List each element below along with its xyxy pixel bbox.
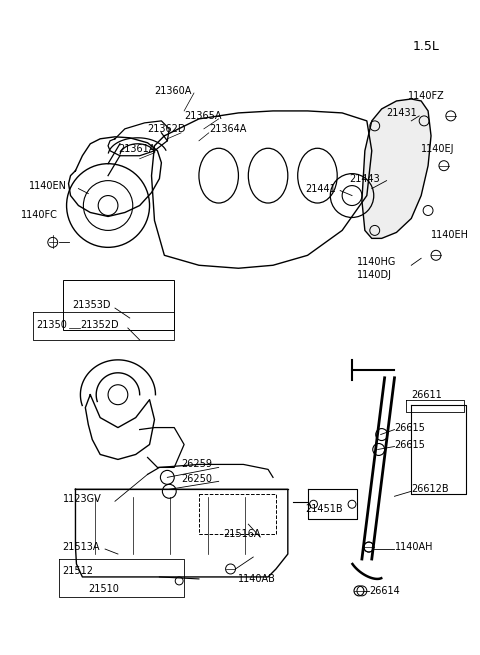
Text: 21512: 21512 (62, 566, 94, 576)
Text: 26259: 26259 (181, 459, 212, 470)
Text: 21431: 21431 (386, 108, 417, 118)
Text: 1140DJ: 1140DJ (357, 271, 392, 280)
Text: 26615: 26615 (395, 440, 425, 449)
Text: 1140FZ: 1140FZ (408, 91, 445, 101)
Text: 26612B: 26612B (411, 484, 449, 495)
Text: 21516A: 21516A (224, 529, 261, 539)
Text: 1140EH: 1140EH (431, 231, 469, 240)
Text: 1140AH: 1140AH (395, 542, 433, 552)
Text: 1.5L: 1.5L (413, 40, 440, 52)
Text: 21513A: 21513A (62, 542, 100, 552)
Text: 21510: 21510 (88, 584, 119, 594)
Text: 21362D: 21362D (147, 124, 186, 134)
Text: 21352D: 21352D (81, 320, 119, 330)
Polygon shape (362, 99, 431, 238)
Text: 21364A: 21364A (209, 124, 246, 134)
Text: 1140HG: 1140HG (357, 257, 396, 267)
Text: 21361A: 21361A (118, 143, 156, 154)
Text: 1140EN: 1140EN (29, 181, 67, 191)
Text: 21365A: 21365A (184, 111, 222, 121)
Text: 26614: 26614 (369, 586, 399, 596)
Text: 26611: 26611 (411, 390, 442, 400)
Text: 21360A: 21360A (155, 86, 192, 96)
Text: 1140AB: 1140AB (239, 574, 276, 584)
Text: 1140FC: 1140FC (21, 210, 58, 221)
Text: 21353D: 21353D (72, 300, 111, 310)
Text: 26615: 26615 (395, 422, 425, 432)
Text: 21350: 21350 (36, 320, 67, 330)
Text: 21443: 21443 (349, 174, 380, 183)
Text: 26250: 26250 (181, 474, 212, 484)
Text: 21451B: 21451B (306, 504, 343, 514)
Text: 1123GV: 1123GV (62, 495, 101, 504)
Text: 21441: 21441 (306, 183, 336, 194)
Text: 1140EJ: 1140EJ (421, 143, 455, 154)
